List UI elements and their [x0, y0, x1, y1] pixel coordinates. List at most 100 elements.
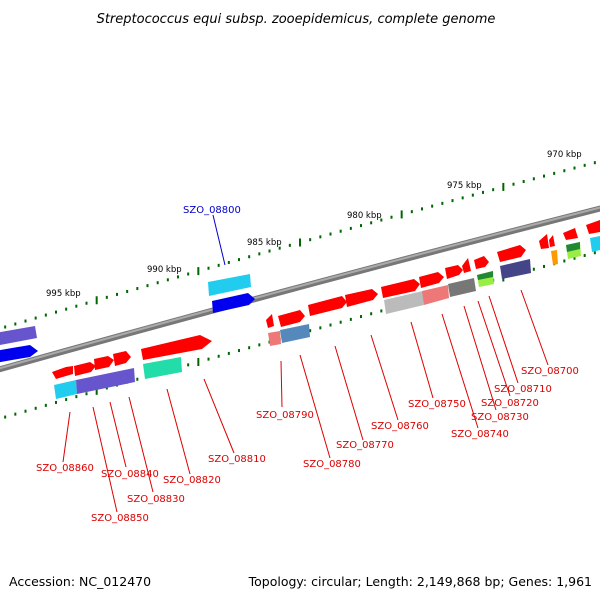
scale-tick — [278, 246, 281, 250]
gene-feature[interactable] — [268, 331, 281, 346]
gene-feature[interactable] — [74, 362, 96, 376]
gene-feature[interactable] — [308, 296, 347, 316]
gene-feature[interactable] — [76, 368, 135, 394]
gene-feature[interactable] — [266, 314, 274, 328]
gene-label-szo-08810[interactable]: SZO_08810 — [208, 454, 266, 465]
scale-tick — [177, 275, 179, 279]
gene-label-szo-08700[interactable]: SZO_08700 — [521, 366, 579, 377]
gene-feature[interactable] — [345, 289, 378, 307]
gene-feature[interactable] — [113, 351, 131, 366]
gene-feature[interactable] — [462, 258, 471, 273]
scale-tick — [217, 263, 220, 267]
gene-label-szo-08760[interactable]: SZO_08760 — [371, 421, 429, 432]
gene-feature[interactable] — [590, 236, 600, 252]
gene-label-szo-08790[interactable]: SZO_08790 — [256, 410, 314, 421]
gene-feature-szo-08800[interactable] — [208, 274, 251, 296]
gene-feature[interactable] — [566, 242, 580, 252]
gene-feature[interactable] — [384, 291, 424, 314]
gene-feature[interactable] — [445, 265, 463, 279]
scale-tick — [85, 392, 88, 396]
scale-tick — [187, 272, 190, 276]
scale-tick — [238, 258, 240, 262]
gene-feature[interactable] — [551, 250, 558, 265]
gene-label-szo-08770[interactable]: SZO_08770 — [336, 440, 394, 451]
scale-tick — [390, 215, 393, 219]
gene-label-szo-08840[interactable]: SZO_08840 — [101, 469, 159, 480]
gene-feature[interactable] — [497, 245, 526, 262]
scale-tick — [258, 343, 261, 347]
gene-features — [0, 220, 600, 399]
scale-tick — [85, 301, 88, 305]
scale-tick — [4, 415, 7, 419]
gene-feature[interactable] — [212, 293, 255, 313]
leader-lines — [62, 214, 549, 513]
gene-feature[interactable] — [419, 272, 444, 288]
scale-tick — [95, 386, 98, 395]
scale-tick — [268, 249, 271, 253]
gene-label-szo-08850[interactable]: SZO_08850 — [91, 513, 149, 524]
gene-feature[interactable] — [477, 271, 493, 280]
scale-tick — [410, 210, 413, 214]
scale-tick — [339, 229, 342, 233]
scale-tick — [563, 259, 566, 263]
scale-tick — [217, 354, 220, 358]
gene-label-szo-08860[interactable]: SZO_08860 — [36, 463, 94, 474]
gene-feature[interactable] — [278, 310, 305, 327]
gene-feature[interactable] — [0, 326, 37, 346]
gene-feature[interactable] — [52, 366, 73, 379]
gene-label-szo-08720[interactable]: SZO_08720 — [481, 398, 539, 409]
genome-summary-text: Topology: circular; Length: 2,149,868 bp… — [248, 574, 592, 589]
scale-tick — [380, 309, 383, 313]
gene-label-szo-08730[interactable]: SZO_08730 — [471, 412, 529, 423]
scale-tick — [471, 193, 474, 197]
scale-tick — [248, 255, 251, 259]
scale-tick — [360, 315, 362, 319]
scale-tick — [573, 166, 576, 170]
scale-tick — [34, 406, 37, 410]
scale-tick — [512, 182, 515, 186]
gene-feature[interactable] — [500, 259, 531, 279]
scale-label-985: 985 kbp — [247, 238, 282, 248]
gene-label-szo-08830[interactable]: SZO_08830 — [127, 494, 185, 505]
scale-label-990: 990 kbp — [147, 265, 182, 275]
gene-feature[interactable] — [94, 356, 114, 370]
scale-tick — [187, 363, 190, 367]
scale-tick — [319, 326, 322, 330]
gene-label-szo-08750[interactable]: SZO_08750 — [408, 399, 466, 410]
gene-feature[interactable] — [0, 345, 38, 363]
gene-feature[interactable] — [141, 335, 212, 360]
gene-feature[interactable] — [549, 235, 555, 247]
scale-tick — [583, 253, 586, 257]
scale-tick — [543, 264, 545, 268]
gene-feature[interactable] — [280, 324, 310, 343]
gene-feature[interactable] — [586, 220, 600, 234]
gene-label-szo-08780[interactable]: SZO_08780 — [303, 459, 361, 470]
scale-tick — [116, 292, 118, 296]
accession-text: Accession: NC_012470 — [9, 574, 151, 589]
gene-feature[interactable] — [143, 357, 182, 379]
scale-tick — [441, 201, 444, 205]
scale-tick — [288, 243, 291, 247]
gene-feature[interactable] — [422, 285, 449, 305]
gene-feature[interactable] — [474, 256, 489, 269]
scale-tick — [593, 251, 596, 255]
scale-tick — [258, 252, 261, 256]
scale-tick — [238, 349, 240, 353]
gene-label-szo-08800[interactable]: SZO_08800 — [183, 205, 241, 216]
scale-tick — [482, 190, 484, 194]
gene-label-szo-08740[interactable]: SZO_08740 — [451, 429, 509, 440]
gene-feature[interactable] — [539, 234, 549, 249]
scale-label-980: 980 kbp — [347, 211, 382, 221]
scale-label-970: 970 kbp — [547, 150, 582, 160]
gene-label-szo-08820[interactable]: SZO_08820 — [163, 475, 221, 486]
gene-feature[interactable] — [54, 380, 77, 399]
gene-feature[interactable] — [381, 279, 420, 298]
gene-label-szo-08710[interactable]: SZO_08710 — [494, 384, 552, 395]
scale-tick — [492, 188, 495, 192]
gene-labels: SZO_08800 SZO_08700 SZO_08710 SZO_08720 … — [36, 205, 579, 524]
scale-tick — [400, 210, 403, 219]
gene-feature[interactable] — [448, 278, 476, 297]
scale-tick — [349, 226, 352, 230]
scale-tick — [349, 317, 352, 321]
gene-feature[interactable] — [563, 228, 578, 240]
